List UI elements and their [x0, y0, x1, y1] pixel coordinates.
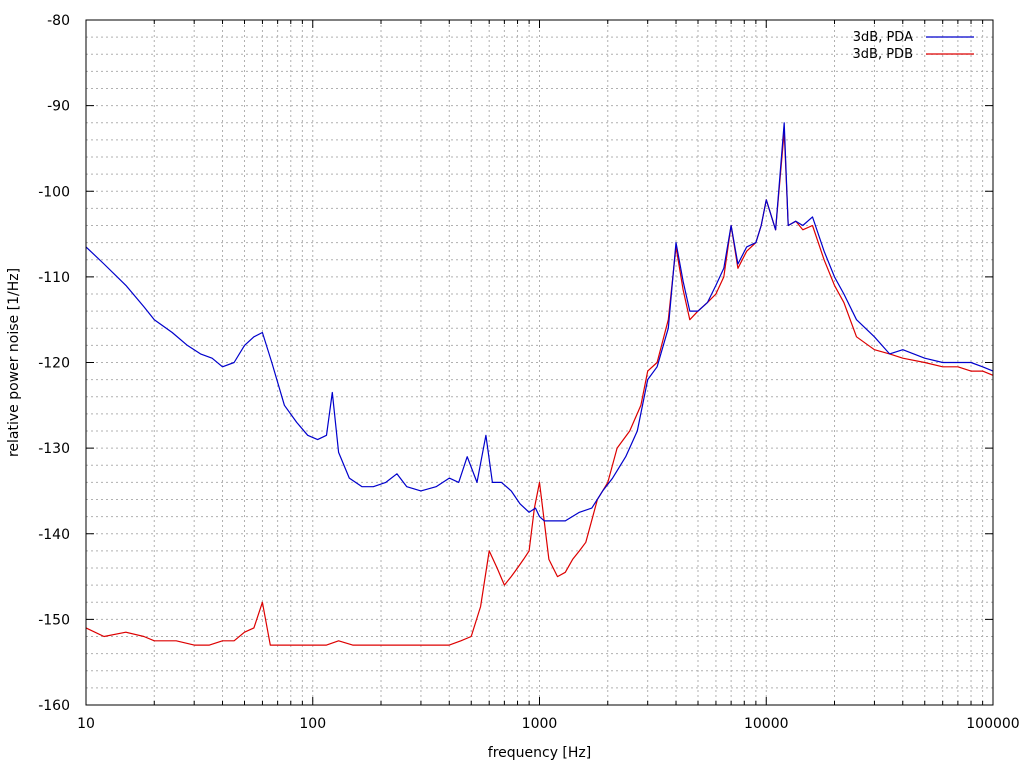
y-tick-label: -150 — [38, 612, 70, 628]
ticks: -160 -150 -140 -130 -120 -110 -100 -90 -80 10 100 1… — [38, 13, 1020, 732]
x-tick-label: 100 — [299, 716, 326, 732]
x-tick-label: 10 — [77, 716, 95, 732]
y-tick-label: -160 — [38, 698, 70, 714]
legend-label: 3dB, PDA — [853, 30, 913, 45]
x-tick-label: 1000 — [522, 716, 558, 732]
x-axis-label: frequency [Hz] — [488, 745, 591, 761]
y-axis-label: relative power noise [1/Hz] — [6, 268, 22, 457]
series-line-1 — [85, 122, 994, 522]
y-tick-label: -130 — [38, 441, 70, 457]
y-tick-label: -120 — [38, 356, 70, 372]
x-tick-label: 10000 — [744, 716, 789, 732]
y-tick-label: -80 — [47, 13, 70, 29]
grid — [86, 19, 993, 706]
legend: 3dB, PDA 3dB, PDB — [853, 30, 974, 62]
legend-label: 3dB, PDB — [853, 47, 913, 62]
y-tick-label: -90 — [47, 99, 70, 115]
series-layer — [85, 122, 994, 646]
y-tick-label: -100 — [38, 184, 70, 200]
series-line-2 — [85, 130, 994, 646]
y-tick-label: -110 — [38, 270, 70, 286]
x-tick-label: 100000 — [966, 716, 1019, 732]
y-tick-label: -140 — [38, 527, 70, 543]
